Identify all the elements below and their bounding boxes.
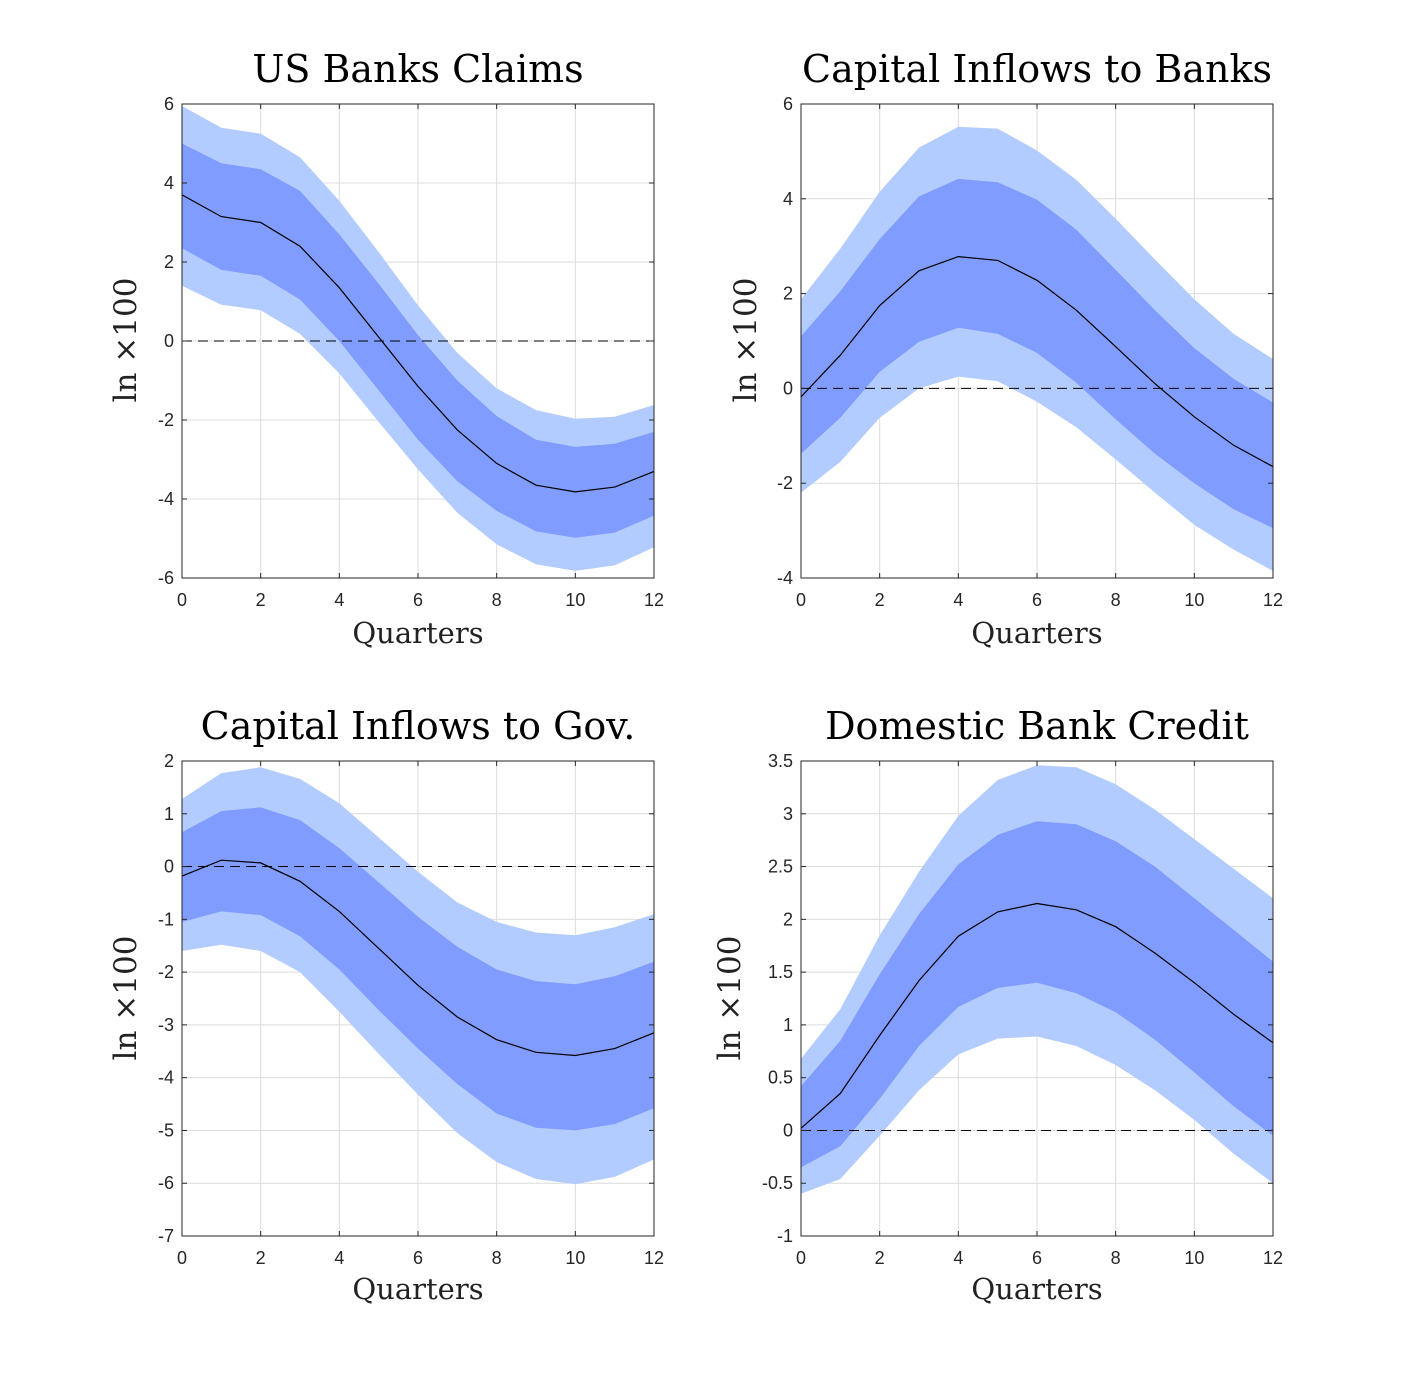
- x-tick-label: 2: [256, 590, 266, 610]
- y-tick-label: -1: [777, 1226, 793, 1246]
- y-tick-label: -7: [158, 1226, 174, 1246]
- y-tick-label: 4: [164, 173, 174, 193]
- y-tick-label: 6: [164, 94, 174, 114]
- x-tick-label: 6: [1032, 1248, 1042, 1268]
- y-tick-label: 1.5: [768, 962, 793, 982]
- x-tick-label: 10: [565, 590, 585, 610]
- y-tick-label: 0: [164, 857, 174, 877]
- y-tick-label: -3: [158, 1015, 174, 1035]
- median-response-line: [181, 194, 655, 493]
- inner-confidence-band: [801, 178, 1273, 529]
- x-axis-label: Quarters: [352, 616, 483, 650]
- x-tick-label: 2: [875, 1248, 885, 1268]
- inner-confidence-band: [801, 821, 1273, 1168]
- y-tick-label: 0: [783, 378, 793, 398]
- y-tick-label: -2: [158, 410, 174, 430]
- x-tick-label: 10: [565, 1248, 585, 1268]
- y-tick-label: -0.5: [762, 1173, 793, 1193]
- panel-domestic-bank-credit: Domestic Bank Credit 0 2 4 6 8 10 12-1-0.500.5…: [712, 704, 1283, 1306]
- y-tick-label: 0.5: [768, 1068, 793, 1088]
- panel-capital-inflows-to-gov: Capital Inflows to Gov. 0 2 4 6 8 10 12-7-6-5-…: [108, 704, 664, 1306]
- y-tick-label: 1: [164, 804, 174, 824]
- x-axis-label: Quarters: [352, 1272, 483, 1306]
- y-tick-label: -4: [158, 1068, 174, 1088]
- panel-us-banks-claims: US Banks Claims 0 2 4 6 8 10 12 -6 -4 -2 0 2 4 6 Quar…: [108, 47, 664, 650]
- y-axis-label: ln ×100: [108, 936, 144, 1061]
- x-tick-label: 8: [1111, 1248, 1121, 1268]
- x-tick-label: 8: [1111, 590, 1121, 610]
- panel-capital-inflows-to-banks: Capital Inflows to Banks 0 2 4 6 8 10 12 -4 -2 0 2…: [728, 47, 1283, 650]
- y-tick-label: 0: [164, 331, 174, 351]
- x-tick-label: 0: [796, 1248, 806, 1268]
- x-tick-label: 8: [492, 590, 502, 610]
- x-tick-label: 0: [177, 590, 187, 610]
- x-tick-label: 4: [953, 590, 963, 610]
- y-tick-label: -6: [158, 1173, 174, 1193]
- chart-title: Capital Inflows to Banks: [802, 47, 1272, 91]
- median-response-line: [800, 255, 1274, 468]
- y-tick-label: 2: [783, 284, 793, 304]
- x-tick-label: 0: [796, 590, 806, 610]
- y-tick-label: 6: [783, 94, 793, 114]
- chart-title: Domestic Bank Credit: [825, 704, 1249, 748]
- x-tick-label: 12: [1263, 1248, 1283, 1268]
- x-axis-label: Quarters: [971, 616, 1102, 650]
- y-axis-label: ln ×100: [712, 936, 748, 1061]
- plot-area: 0 2 4 6 8 10 12 -1 -0.5 0 0.5 1 1.5 2 2.5 3 3.5: [762, 751, 1283, 1268]
- y-tick-label: 2.5: [768, 857, 793, 877]
- y-tick-label: -4: [158, 489, 174, 509]
- median-response-line: [181, 859, 655, 1057]
- y-tick-label: 2: [164, 252, 174, 272]
- y-axis-label: ln ×100: [728, 278, 764, 403]
- x-tick-label: 12: [644, 1248, 664, 1268]
- y-tick-label: -2: [777, 473, 793, 493]
- y-axis-label: ln ×100: [108, 278, 144, 403]
- x-tick-label: 2: [875, 590, 885, 610]
- median-response-line: [800, 902, 1274, 1129]
- y-tick-label: 1: [783, 1015, 793, 1035]
- x-axis-label: Quarters: [971, 1272, 1102, 1306]
- plot-area: 0 2 4 6 8 10 12 -4 -2 0 2 4 6: [777, 94, 1283, 610]
- inner-confidence-band: [182, 143, 654, 538]
- y-tick-label: -2: [158, 962, 174, 982]
- x-tick-label: 8: [492, 1248, 502, 1268]
- inner-confidence-band: [182, 807, 654, 1131]
- y-tick-label: -4: [777, 568, 793, 588]
- x-tick-label: 6: [1032, 590, 1042, 610]
- x-tick-label: 4: [953, 1248, 963, 1268]
- y-tick-label: 2: [783, 909, 793, 929]
- y-tick-label: 0: [783, 1120, 793, 1140]
- y-tick-label: 2: [164, 751, 174, 771]
- x-tick-label: 0: [177, 1248, 187, 1268]
- x-tick-label: 6: [413, 1248, 423, 1268]
- y-tick-label: 3.5: [768, 751, 793, 771]
- x-tick-label: 4: [334, 1248, 344, 1268]
- y-tick-label: -6: [158, 568, 174, 588]
- x-tick-label: 4: [334, 590, 344, 610]
- y-tick-label: 3: [783, 804, 793, 824]
- plot-area: 0 2 4 6 8 10 12 -6 -4 -2 0 2 4 6: [158, 94, 664, 610]
- chart-title: US Banks Claims: [252, 47, 583, 91]
- x-tick-label: 12: [644, 590, 664, 610]
- chart-title: Capital Inflows to Gov.: [201, 704, 636, 748]
- y-tick-label: -5: [158, 1120, 174, 1140]
- x-tick-label: 12: [1263, 590, 1283, 610]
- y-tick-label: -1: [158, 909, 174, 929]
- x-tick-label: 6: [413, 590, 423, 610]
- y-tick-label: 4: [783, 189, 793, 209]
- x-tick-label: 2: [256, 1248, 266, 1268]
- x-tick-label: 10: [1184, 590, 1204, 610]
- x-tick-label: 10: [1184, 1248, 1204, 1268]
